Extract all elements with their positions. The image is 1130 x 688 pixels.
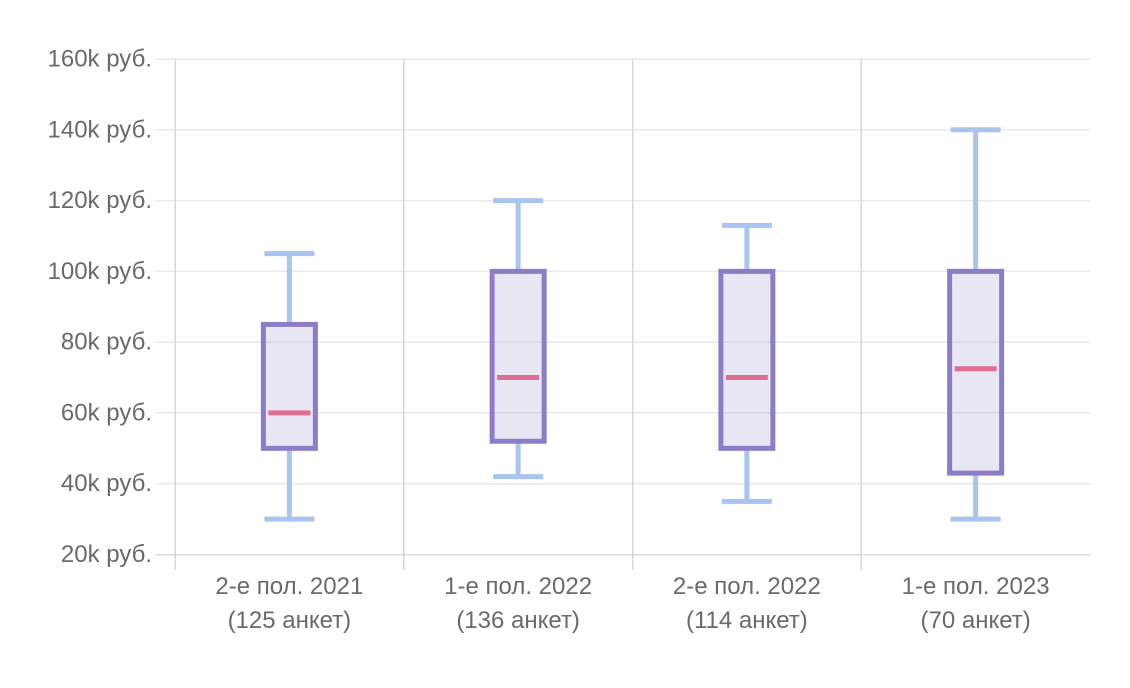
y-axis-tick-label: 40k руб. xyxy=(61,470,152,497)
y-axis-tick-label: 60k руб. xyxy=(61,399,152,426)
iqr-box xyxy=(260,321,318,451)
y-axis-tick-label: 160k руб. xyxy=(48,46,152,73)
iqr-box xyxy=(947,268,1005,476)
boxplot-2[interactable] xyxy=(489,198,547,480)
x-axis-category-count: (114 анкет) xyxy=(686,607,808,634)
boxplot-3[interactable] xyxy=(718,222,776,504)
y-axis-tick-label: 140k руб. xyxy=(48,116,152,143)
y-axis-tick-label: 20k руб. xyxy=(61,541,152,568)
x-axis-category-count: (136 анкет) xyxy=(456,607,580,634)
x-axis-category-label: 1-е пол. 2023 xyxy=(902,573,1050,600)
iqr-box xyxy=(718,268,776,451)
x-axis-category-label: 1-е пол. 2022 xyxy=(444,573,592,600)
x-axis-category-label: 2-е пол. 2022 xyxy=(673,573,821,600)
x-axis-category-count: (70 анкет) xyxy=(920,607,1030,634)
iqr-box xyxy=(489,268,547,444)
y-axis-tick-label: 100k руб. xyxy=(48,258,152,285)
boxplot-1[interactable] xyxy=(260,251,318,522)
x-axis-category-count: (125 анкет) xyxy=(228,607,352,634)
x-axis-category-label: 2-е пол. 2021 xyxy=(215,573,363,600)
boxplot-4[interactable] xyxy=(947,127,1005,522)
y-axis-tick-label: 80k руб. xyxy=(61,329,152,356)
y-axis-tick-label: 120k руб. xyxy=(48,187,152,214)
